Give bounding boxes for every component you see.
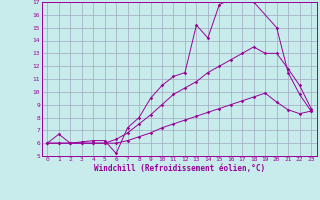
X-axis label: Windchill (Refroidissement éolien,°C): Windchill (Refroidissement éolien,°C): [94, 164, 265, 173]
